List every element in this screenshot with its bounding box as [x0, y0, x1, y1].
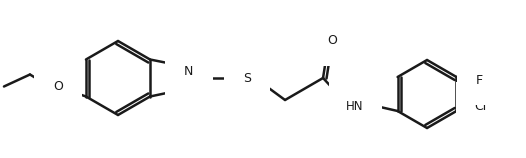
Text: S: S — [186, 78, 194, 91]
Text: F: F — [476, 73, 483, 86]
Text: S: S — [243, 72, 251, 85]
Text: N: N — [184, 65, 193, 78]
Text: O: O — [327, 34, 337, 48]
Text: Cl: Cl — [474, 100, 487, 113]
Text: HN: HN — [346, 100, 364, 112]
Text: O: O — [53, 80, 63, 93]
